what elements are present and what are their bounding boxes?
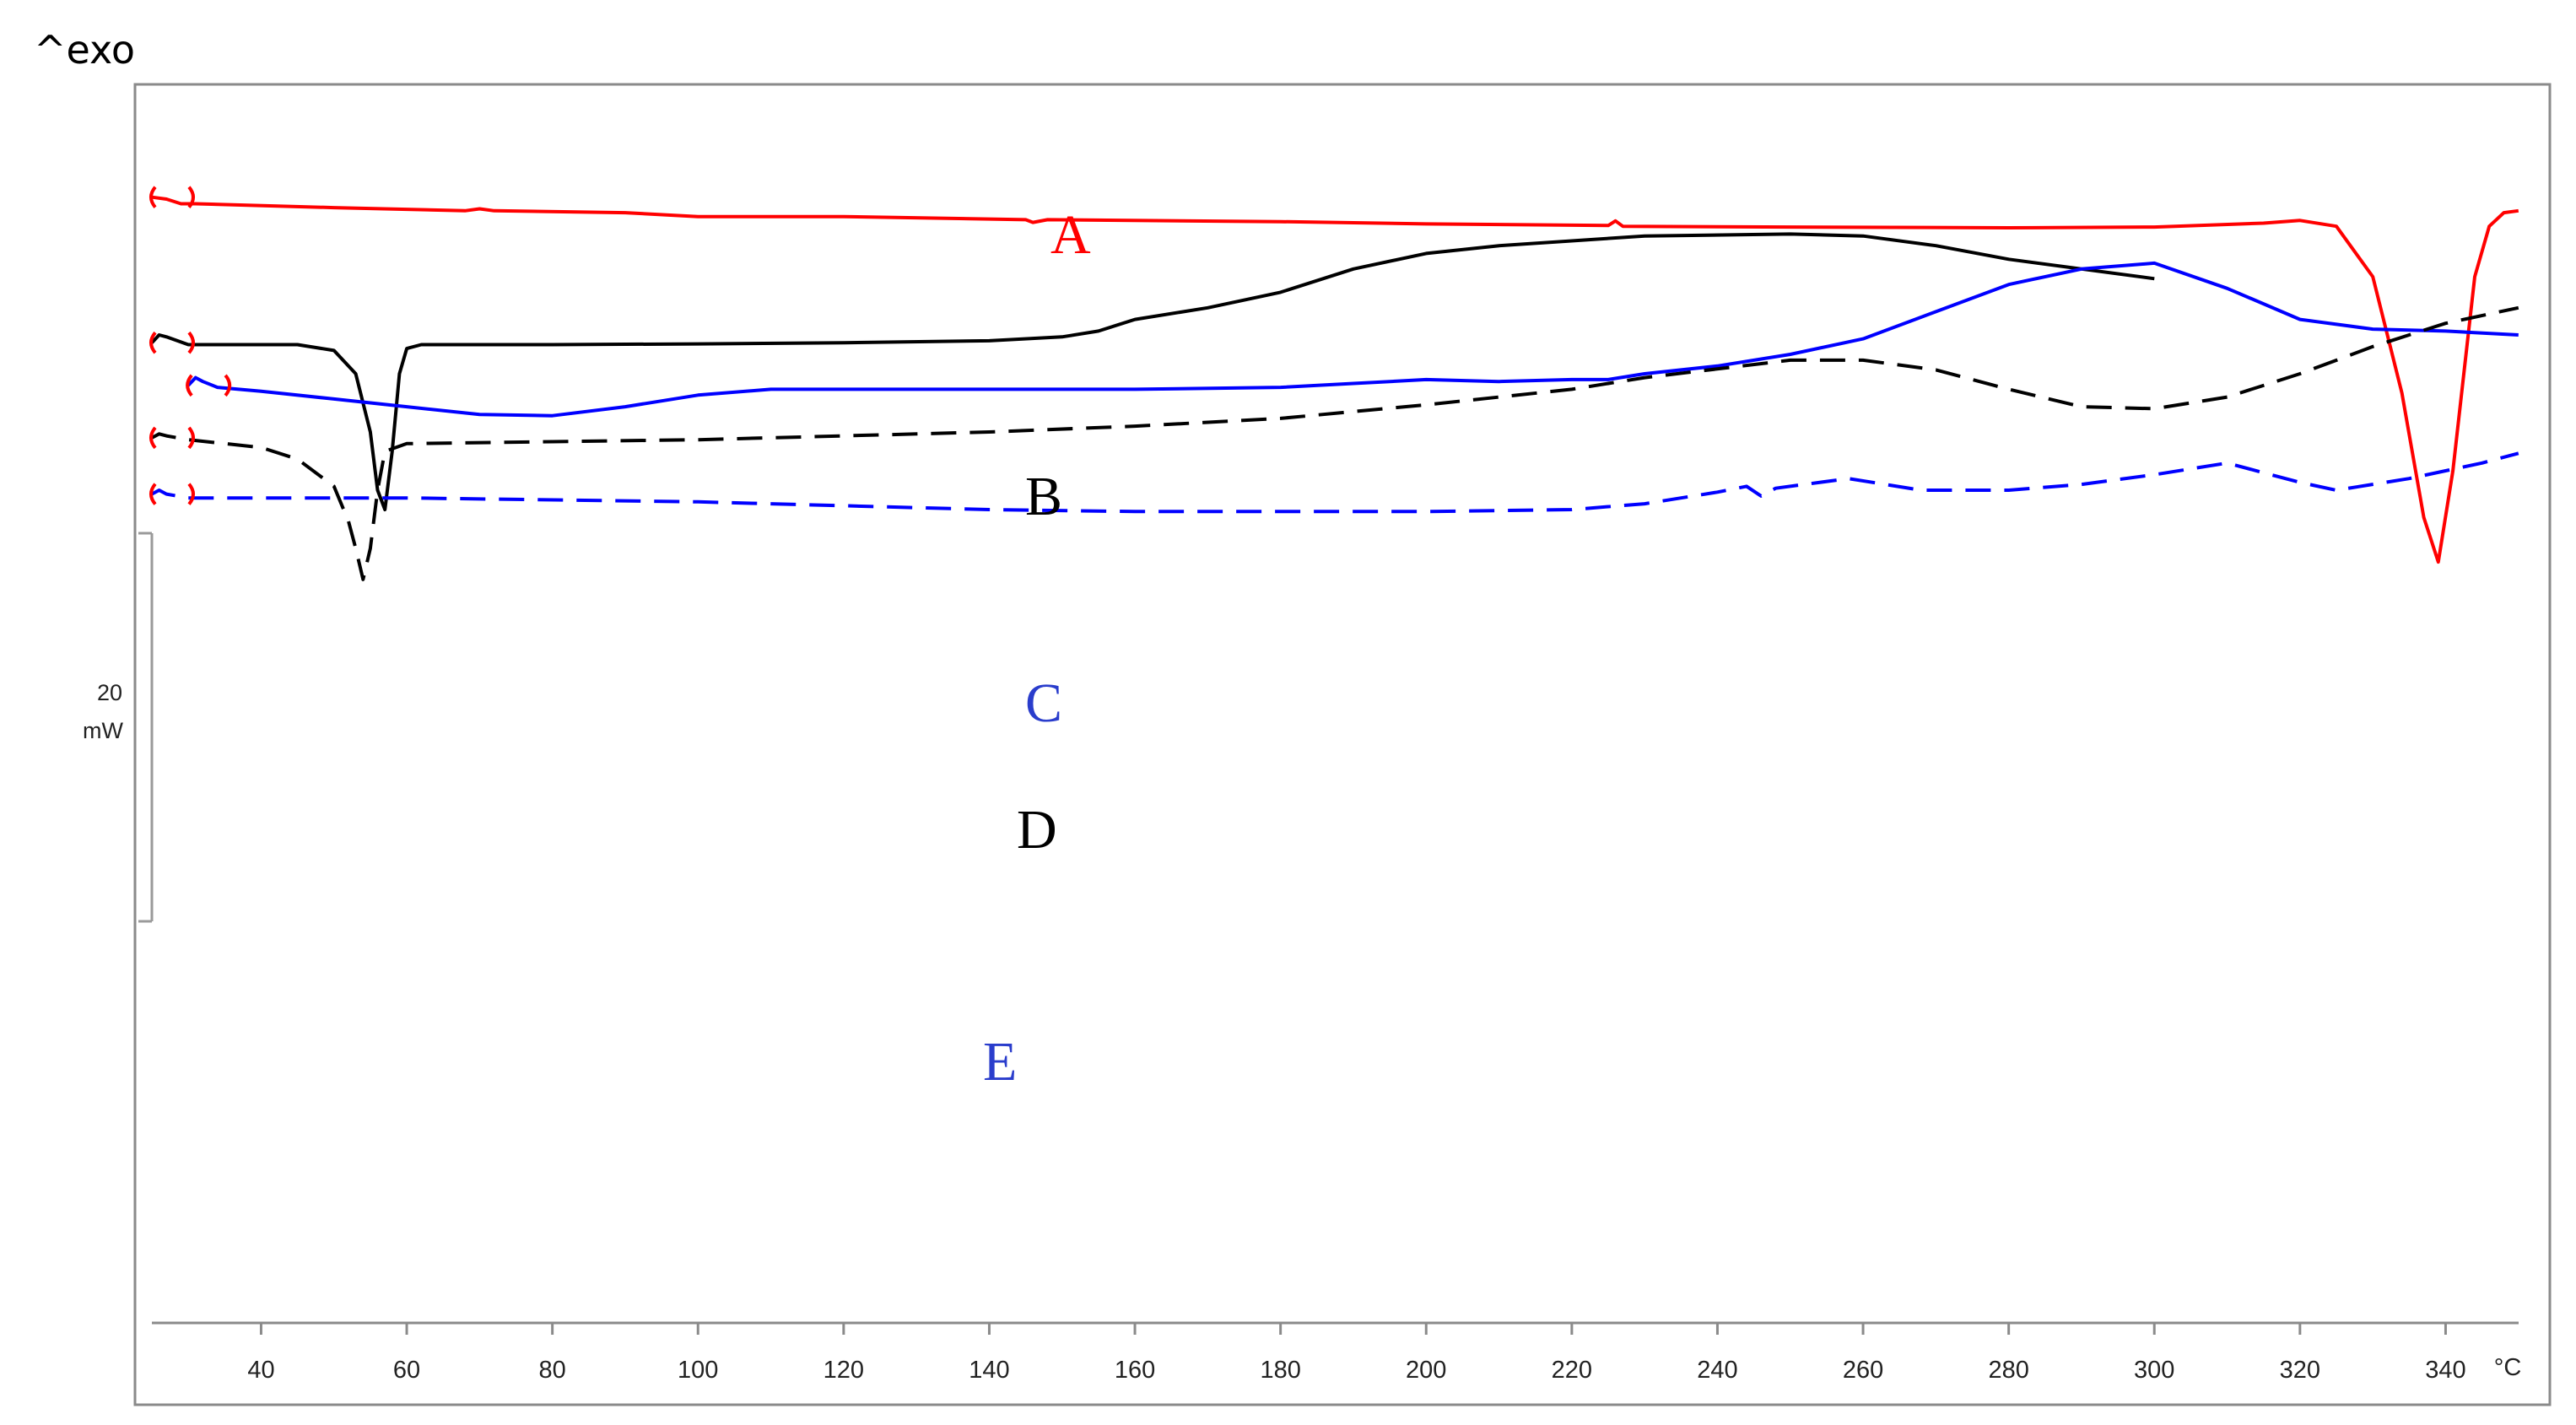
curve-start-marker bbox=[186, 374, 232, 397]
curve-start-marker bbox=[149, 426, 195, 450]
curve-label-b: B bbox=[1025, 466, 1062, 527]
x-axis-ticks: 40 60 80 100 120 140 160 180 200 220 240 260 280 300 3… bbox=[247, 1323, 2466, 1384]
curve-labels: A B C D E bbox=[983, 204, 1091, 1093]
curve-label-d: D bbox=[1017, 799, 1057, 861]
x-tick-label: 40 bbox=[247, 1357, 274, 1384]
x-tick-label: 300 bbox=[2134, 1357, 2174, 1384]
curve-a bbox=[151, 195, 2519, 564]
x-tick-label: 140 bbox=[969, 1357, 1009, 1384]
curve-label-c: C bbox=[1025, 672, 1062, 734]
x-tick-label: 220 bbox=[1552, 1357, 1592, 1384]
x-tick-label: 200 bbox=[1406, 1357, 1446, 1384]
curve-start-marker bbox=[149, 483, 195, 505]
curve-d bbox=[151, 305, 2519, 581]
x-tick-label: 280 bbox=[1988, 1357, 2028, 1384]
exo-direction-label: ^exo bbox=[34, 27, 135, 73]
curve-b bbox=[150, 232, 2155, 511]
curves bbox=[149, 186, 2519, 581]
x-tick-label: 180 bbox=[1260, 1357, 1300, 1384]
x-tick-label: 240 bbox=[1697, 1357, 1737, 1384]
curve-c bbox=[186, 261, 2519, 418]
x-tick-label: 320 bbox=[2280, 1357, 2320, 1384]
scale-bar: 20 mW bbox=[83, 532, 154, 923]
curve-start-marker bbox=[149, 331, 195, 354]
curve-e bbox=[151, 451, 2519, 514]
curve-label-a: A bbox=[1050, 204, 1091, 266]
x-tick-label: 120 bbox=[824, 1357, 864, 1384]
x-tick-label: 340 bbox=[2425, 1357, 2465, 1384]
scale-bar-unit: mW bbox=[83, 718, 123, 743]
x-tick-label: 100 bbox=[678, 1357, 718, 1384]
curve-start-marker bbox=[149, 186, 195, 208]
curve-label-e: E bbox=[983, 1031, 1017, 1093]
x-tick-label: 160 bbox=[1115, 1357, 1155, 1384]
plot-frame bbox=[133, 83, 2552, 1406]
x-tick-label: 80 bbox=[539, 1357, 566, 1384]
x-tick-label: 60 bbox=[393, 1357, 420, 1384]
scale-bar-value: 20 bbox=[97, 680, 122, 705]
x-axis-unit: °C bbox=[2494, 1354, 2522, 1381]
x-tick-label: 260 bbox=[1843, 1357, 1883, 1384]
